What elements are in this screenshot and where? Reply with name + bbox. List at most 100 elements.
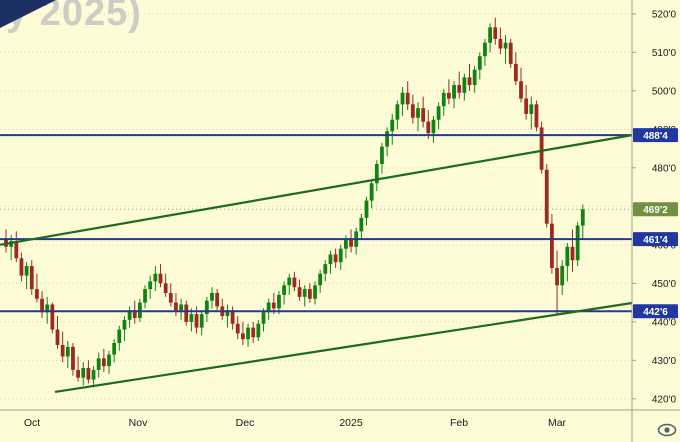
- candle: [210, 287, 214, 309]
- candle: [328, 250, 333, 274]
- price-flag: 442'6: [633, 304, 678, 319]
- candle: [313, 281, 317, 305]
- candle: [107, 350, 111, 374]
- candle: [483, 38, 487, 66]
- candle: [410, 94, 415, 124]
- candle: [297, 279, 302, 301]
- trend-lines[interactable]: [0, 134, 633, 393]
- candle: [462, 73, 467, 101]
- candle: [148, 275, 153, 299]
- candle: [441, 88, 446, 116]
- gridlines: [0, 13, 632, 400]
- candle: [421, 96, 426, 128]
- candle: [580, 204, 585, 240]
- svg-text:461'4: 461'4: [643, 235, 668, 246]
- x-axis-label: Nov: [129, 417, 148, 429]
- candle: [457, 71, 462, 99]
- svg-text:442'6: 442'6: [643, 307, 668, 318]
- candle: [292, 271, 297, 292]
- candle: [127, 306, 132, 328]
- candle: [380, 142, 384, 174]
- x-axis-labels: Oct Nov Dec 2025 Feb Mar: [24, 417, 567, 429]
- candle: [14, 231, 19, 263]
- candle: [235, 316, 240, 340]
- candle: [199, 310, 204, 336]
- candle: [318, 269, 323, 293]
- candle: [24, 262, 29, 290]
- candle: [550, 214, 554, 274]
- candle: [266, 298, 271, 320]
- candle: [452, 81, 456, 109]
- svg-text:469'2: 469'2: [643, 205, 668, 216]
- x-axis-label: Mar: [548, 417, 567, 429]
- candle: [251, 321, 256, 344]
- candle: [519, 67, 523, 103]
- candle: [416, 102, 420, 132]
- candle: [29, 260, 34, 295]
- svg-text:488'4: 488'4: [643, 131, 668, 142]
- candle: [488, 23, 492, 53]
- candle: [287, 273, 292, 295]
- candle: [246, 323, 250, 347]
- candle: [158, 264, 163, 288]
- candle: [575, 221, 580, 267]
- x-axis-label: Dec: [236, 417, 255, 429]
- candle: [395, 100, 400, 130]
- candle: [101, 348, 106, 372]
- price-flag: 469'2: [633, 202, 678, 217]
- candle: [555, 250, 559, 315]
- y-axis-label: 430'0: [652, 356, 677, 367]
- candle: [168, 283, 173, 307]
- candle: [35, 273, 39, 303]
- candle: [81, 362, 86, 386]
- candle: [65, 341, 70, 369]
- candle: [529, 96, 534, 130]
- candle: [544, 164, 549, 228]
- candle: [86, 360, 91, 384]
- candle: [436, 102, 441, 130]
- y-axis-label: 510'0: [652, 48, 677, 59]
- candle: [19, 252, 24, 282]
- y-axis-label: 480'0: [652, 163, 677, 174]
- candle: [143, 285, 147, 309]
- candle: [477, 52, 482, 80]
- candles: [4, 17, 585, 388]
- candle: [369, 179, 374, 209]
- candle: [302, 285, 307, 307]
- candle: [385, 127, 389, 157]
- candle: [282, 281, 286, 305]
- y-axis-label: 520'0: [652, 9, 677, 20]
- x-axis-label: Oct: [24, 417, 40, 429]
- candle: [215, 289, 220, 311]
- candle: [174, 292, 178, 317]
- support-resistance-lines[interactable]: [0, 134, 632, 313]
- eye-icon[interactable]: [656, 421, 678, 439]
- candle: [96, 352, 101, 378]
- candle: [307, 283, 312, 303]
- x-axis-label: Feb: [450, 417, 468, 429]
- candle: [230, 306, 235, 330]
- candle: [374, 160, 379, 191]
- candle: [55, 316, 60, 349]
- candle: [220, 298, 225, 320]
- candle: [364, 196, 369, 226]
- candle: [122, 316, 127, 342]
- candle: [60, 331, 65, 363]
- price-flag: 461'4: [633, 232, 678, 247]
- price-flag: 488'4: [633, 128, 678, 143]
- candle: [539, 121, 544, 174]
- candle: [534, 100, 539, 132]
- x-axis-label: 2025: [339, 417, 363, 429]
- candle: [323, 260, 328, 282]
- candle: [117, 325, 122, 351]
- candle: [560, 260, 565, 295]
- y-axis-label: 420'0: [652, 394, 677, 405]
- candle: [447, 79, 451, 105]
- candle: [498, 27, 503, 55]
- candle: [524, 85, 529, 120]
- candle: [431, 115, 436, 143]
- candle: [91, 366, 96, 388]
- candle: [359, 214, 364, 240]
